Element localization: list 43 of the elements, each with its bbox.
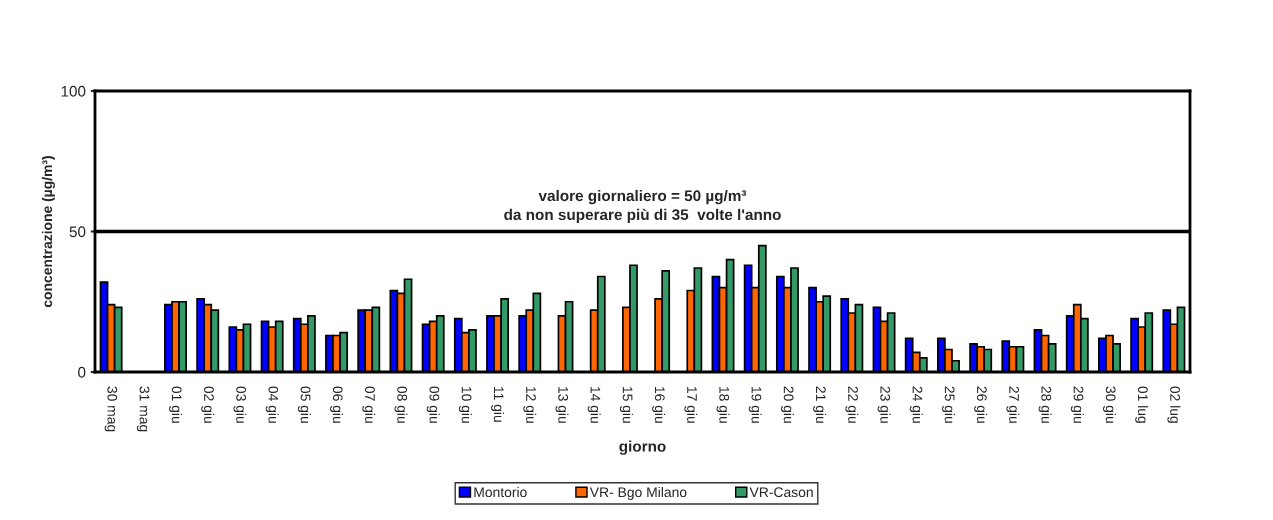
legend-label: VR-Cason [749, 487, 813, 498]
y-tick-label: 0 [78, 366, 86, 378]
x-tick-label: 30 mag [104, 386, 118, 432]
x-tick-label: 20 giu [780, 386, 794, 423]
x-tick-label: 28 giu [1038, 386, 1052, 423]
y-axis-title: concentrazione (µg/m³) [41, 156, 55, 308]
x-tick-label: 23 giu [877, 386, 891, 423]
x-tick-label: 11 giu [491, 386, 505, 422]
x-tick-label: 31 mag [136, 386, 150, 432]
x-tick-label: 27 giu [1006, 386, 1020, 423]
x-axis-title: giorno [619, 440, 666, 455]
x-tick-label: 29 giu [1070, 386, 1084, 423]
x-tick-label: 18 giu [716, 386, 730, 423]
x-tick-label: 09 giu [426, 386, 440, 423]
x-tick-label: 06 giu [330, 386, 344, 423]
x-tick-label: 13 giu [555, 386, 569, 423]
x-tick-label: 14 giu [587, 386, 601, 423]
y-tick-label: 50 [69, 226, 86, 238]
x-tick-label: 02 lug [1167, 386, 1181, 423]
legend-label: VR- Bgo Milano [589, 486, 687, 500]
annotation: valore giornaliero = 50 µg/m³ da non superare più di 35 volte l'anno [504, 189, 781, 224]
x-tick-label: 25 giu [941, 386, 955, 423]
x-tick-label: 16 giu [652, 386, 666, 423]
x-tick-label: 19 giu [748, 386, 762, 423]
x-tick-label: 03 giu [233, 386, 247, 423]
x-tick-label: 21 giu [813, 386, 827, 423]
x-tick-label: 04 giu [265, 386, 279, 423]
x-tick-label: 02 giu [201, 386, 215, 423]
x-tick-label: 30 giu [1103, 386, 1116, 423]
x-tick-label: 24 giu [909, 386, 923, 423]
x-tick-label: 05 giu [297, 386, 311, 423]
y-tick-label: 100 [61, 85, 86, 97]
x-tick-label: 17 giu [684, 386, 698, 423]
x-tick-label: 15 giu [619, 386, 633, 423]
x-tick-label: 22 giu [845, 386, 859, 423]
x-tick-label: 08 giu [394, 386, 408, 423]
x-tick-label: 01 giu [169, 386, 182, 423]
x-tick-label: 10 giu [458, 386, 472, 423]
x-tick-label: 07 giu [362, 386, 376, 423]
x-tick-label: 26 giu [974, 386, 988, 423]
x-tick-label: 12 giu [523, 386, 537, 423]
x-tick-label: 01 lug [1135, 386, 1149, 423]
legend-label: Montorio [474, 486, 527, 498]
